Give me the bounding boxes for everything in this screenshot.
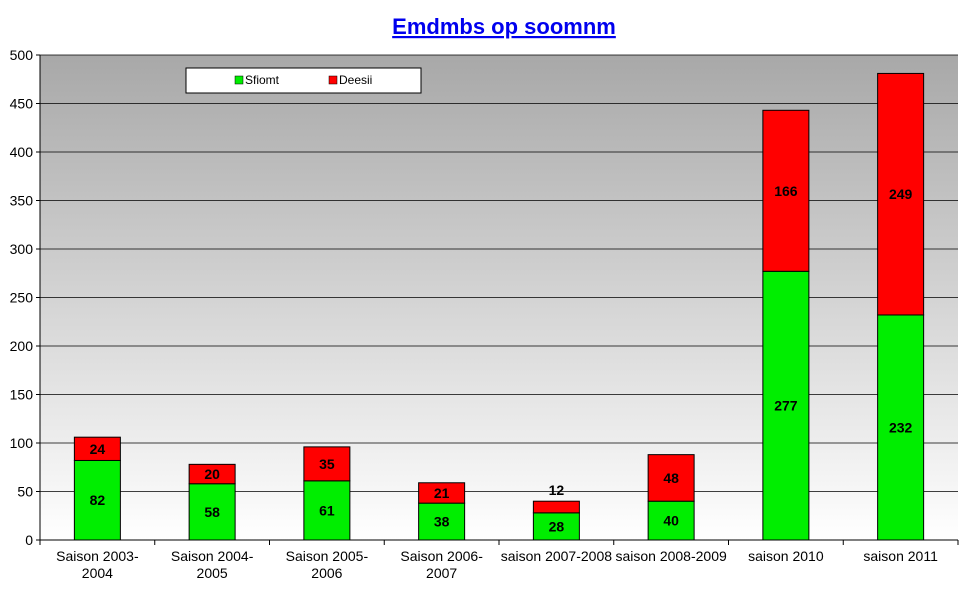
data-label: 166 [774, 183, 798, 199]
bar-sfiomt [188, 483, 236, 541]
bar-sfiomt [762, 270, 810, 541]
bars: 82 24 58 20 61 35 38 21 28 12 40 48 277 166 232 249 [73, 72, 925, 541]
bar-deesii [188, 463, 236, 485]
chart-title: Emdmbs op soomnm [392, 14, 616, 39]
x-tick-label: saison 2011 [863, 548, 938, 564]
data-label: 82 [90, 492, 106, 508]
data-label: 58 [204, 504, 220, 520]
legend-label-sfiomt: Sfiomt [245, 73, 280, 87]
x-tick-label: 2007 [426, 565, 457, 581]
data-label: 38 [434, 514, 450, 530]
data-label: 40 [663, 513, 679, 529]
data-label: 35 [319, 456, 335, 472]
y-tick-label: 350 [10, 193, 34, 209]
legend-swatch-sfiomt [234, 75, 244, 85]
bar-deesii [303, 446, 351, 482]
data-label: 48 [663, 470, 679, 486]
x-tick-label: Saison 2004- [171, 548, 254, 564]
x-axis-categories: Saison 2003-2004 Saison 2004-2005 Saison 2… [56, 548, 938, 581]
y-tick-label: 100 [10, 435, 34, 451]
data-label: 61 [319, 502, 335, 518]
data-label: 20 [204, 466, 220, 482]
legend-box [185, 67, 422, 94]
bar-deesii [73, 436, 121, 461]
y-tick-label: 250 [10, 290, 34, 306]
bar-deesii [532, 500, 580, 514]
y-tick-label: 450 [10, 96, 34, 112]
data-label: 12 [549, 482, 565, 498]
y-tick-label: 150 [10, 387, 34, 403]
y-tick-label: 500 [10, 47, 34, 63]
x-tick-label: Saison 2006- [400, 548, 483, 564]
data-label: 232 [889, 419, 913, 435]
x-tick-label: Saison 2003- [56, 548, 139, 564]
x-tick-label: saison 2007-2008 [501, 548, 613, 564]
y-tick-label: 0 [25, 532, 33, 548]
data-label: 249 [889, 186, 913, 202]
bar-deesii [877, 72, 925, 316]
data-label: 21 [434, 485, 450, 501]
y-tick-label: 50 [17, 484, 33, 500]
x-tick-label: 2006 [311, 565, 342, 581]
data-label: 28 [549, 518, 565, 534]
bar-deesii [647, 454, 695, 502]
x-tick-label: saison 2008-2009 [615, 548, 727, 564]
y-tick-label: 200 [10, 338, 34, 354]
bar-sfiomt [532, 512, 580, 541]
legend-swatch-deesii [328, 75, 338, 85]
y-tick-label: 300 [10, 241, 34, 257]
y-tick-label: 400 [10, 144, 34, 160]
x-tick-label: saison 2010 [748, 548, 824, 564]
x-tick-label: 2004 [82, 565, 113, 581]
legend-label-deesii: Deesii [339, 73, 372, 87]
y-axis-ticks: 0 50 100 150 200 250 300 350 400 450 500 [10, 47, 40, 548]
bar-sfiomt [418, 502, 466, 541]
bar-sfiomt [877, 314, 925, 541]
bar-deesii [418, 482, 466, 504]
bar-deesii [762, 109, 810, 272]
legend: Sfiomt Deesii [185, 67, 422, 94]
data-label: 24 [90, 441, 106, 457]
x-tick-label: 2005 [197, 565, 228, 581]
x-tick-label: Saison 2005- [286, 548, 369, 564]
data-label: 277 [774, 398, 798, 414]
